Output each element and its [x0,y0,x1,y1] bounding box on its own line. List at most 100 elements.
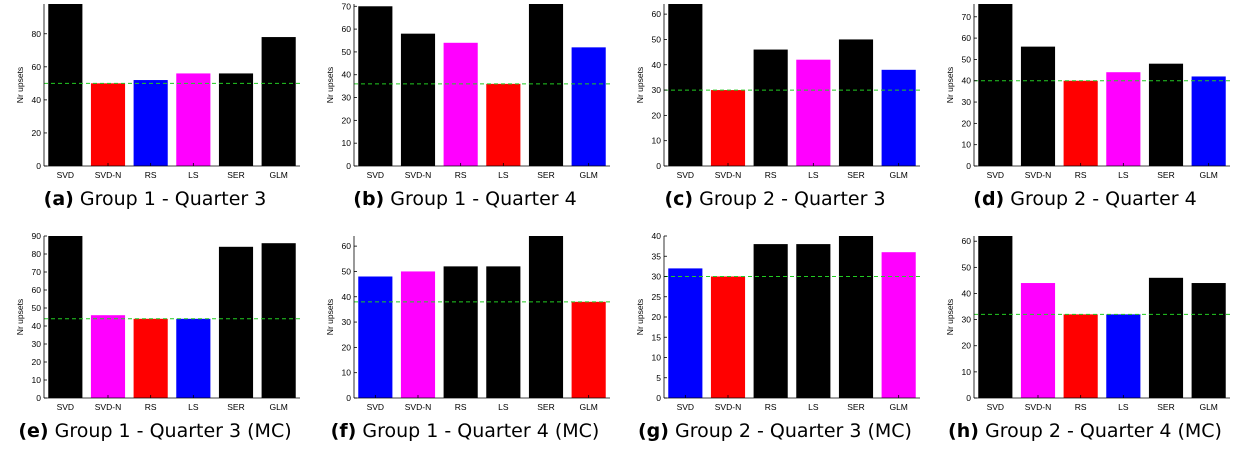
bar-ser [838,236,874,398]
y-tick-label: 0 [346,161,351,171]
y-tick-label: 0 [36,393,41,403]
y-tick-label: 25 [652,292,662,302]
bar-chart: 0 10 20 30 40 50 60 SVD SVD-N RS LS SER GLM Nr upsets [945,236,1230,412]
x-tick-label: SER [1157,170,1174,180]
bar-rs [1063,80,1098,166]
y-tick-label: 60 [962,33,972,43]
x-tick-label: GLM [889,170,907,180]
x-tick-label: RS [765,170,777,180]
x-tick-label: GLM [579,170,597,180]
chart-caption: (h) Group 2 - Quarter 4 (MC) [930,420,1240,442]
bar-svd [668,4,703,166]
caption-title: Group 2 - Quarter 3 (MC) [668,420,912,442]
y-tick-label: 70 [962,12,972,22]
y-tick-label: 0 [656,393,661,403]
bar-glm [881,69,916,166]
chart-panel: 0 5 10 15 20 25 30 35 40 SVD SVD-N RS LS SER GLM Nr ups… [620,231,930,460]
caption-label: (g) [638,420,669,442]
bar-svd [668,268,703,398]
y-tick-label: 10 [962,140,972,150]
bar-ls [176,318,211,398]
bar-chart: 0 10 20 30 40 50 60 SVD SVD-N RS LS SER GLM Nr upsets [635,4,920,180]
y-tick-label: 40 [652,231,662,241]
x-tick-label: SVD-N [1025,402,1051,412]
y-tick-label: 40 [962,288,972,298]
bar-chart: 0 5 10 15 20 25 30 35 40 SVD SVD-N RS LS SER GLM Nr ups… [635,231,920,412]
x-tick-label: RS [1075,402,1087,412]
chart-panel: 0 10 20 30 40 50 60 SVD SVD-N RS LS SER GLM Nr upsets… [620,0,930,228]
x-tick-label: RS [1075,170,1087,180]
chart-panel: 0 20 40 60 80 SVD SVD-N RS LS SER GLM Nr upsets (a) … [0,0,310,228]
x-tick-label: LS [498,170,509,180]
bar-ls [1106,314,1141,398]
x-tick-label: SER [1157,402,1174,412]
y-tick-label: 35 [652,251,662,261]
x-tick-label: LS [188,402,199,412]
caption-label: (d) [973,188,1005,210]
bar-rs [133,318,168,398]
x-tick-label: SVD [987,170,1004,180]
x-tick-label: LS [498,402,509,412]
bar-rs [443,42,478,167]
y-tick-label: 30 [962,315,972,325]
y-tick-label: 30 [342,317,352,327]
y-axis-title: Nr upsets [15,299,25,335]
y-tick-label: 90 [32,231,42,241]
bar-rs [133,80,168,166]
y-axis-title: Nr upsets [325,299,335,335]
x-tick-label: SVD-N [95,402,121,412]
y-tick-label: 10 [652,353,662,363]
y-tick-label: 40 [342,292,352,302]
y-tick-label: 40 [652,60,662,70]
x-tick-label: GLM [889,402,907,412]
bar-ls [796,244,831,398]
y-tick-label: 20 [342,342,352,352]
chart-caption: (e) Group 1 - Quarter 3 (MC) [0,420,310,442]
bar-ser [528,236,564,398]
bar-svd-n [710,276,746,398]
x-tick-label: SVD [677,402,694,412]
x-tick-label: RS [765,402,777,412]
x-tick-label: SER [847,402,864,412]
chart-panel: 0 10 20 30 40 50 60 70 SVD SVD-N RS LS SER GLM Nr upse… [930,0,1240,228]
y-tick-label: 70 [342,1,352,11]
bar-rs [753,244,788,398]
x-tick-label: GLM [579,402,597,412]
y-tick-label: 20 [342,115,352,125]
bar-svd [358,276,393,398]
bar-svd [978,4,1013,166]
y-tick-label: 60 [32,62,42,72]
bar-svd [48,236,83,398]
bar-ls [1106,72,1141,166]
y-tick-label: 60 [32,285,42,295]
y-tick-label: 20 [652,312,662,322]
y-tick-label: 50 [962,54,972,64]
bar-ser [838,39,874,166]
x-tick-label: GLM [1199,170,1217,180]
y-tick-label: 60 [342,241,352,251]
caption-title: Group 2 - Quarter 4 (MC) [978,420,1222,442]
x-tick-label: LS [808,170,819,180]
caption-label: (h) [948,420,979,442]
chart-caption: (c) Group 2 - Quarter 3 [620,188,930,210]
y-tick-label: 50 [32,303,42,313]
bar-svd [48,4,83,166]
x-tick-label: SVD-N [715,170,741,180]
y-tick-label: 30 [962,97,972,107]
y-tick-label: 70 [32,267,42,277]
x-tick-label: SVD [57,402,74,412]
bar-svd [978,236,1013,398]
x-tick-label: SER [537,402,554,412]
chart-caption: (f) Group 1 - Quarter 4 (MC) [310,420,620,442]
x-tick-label: SVD [367,170,384,180]
y-tick-label: 30 [342,93,352,103]
y-tick-label: 5 [656,373,661,383]
y-axis-title: Nr upsets [325,67,335,103]
bar-svd-n [400,271,436,398]
bar-glm [1191,283,1226,398]
y-tick-label: 0 [36,161,41,171]
x-tick-label: SVD [57,170,74,180]
y-tick-label: 0 [966,393,971,403]
y-tick-label: 0 [656,161,661,171]
